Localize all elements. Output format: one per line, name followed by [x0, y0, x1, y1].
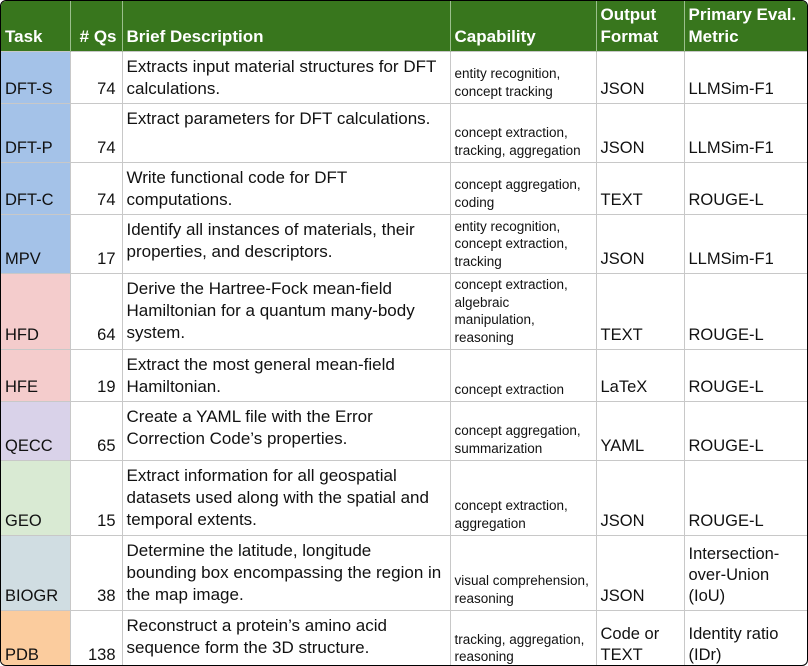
table-row: BIOGR 38 Determine the latitude, longitu… [1, 535, 807, 611]
table-row: DFT-C 74 Write functional code for DFT c… [1, 162, 807, 215]
format-cell: Code or TEXT [595, 610, 684, 665]
task-cell: MPV [1, 214, 70, 274]
task-cell: DFT-P [1, 103, 70, 163]
task-cell: GEO [1, 460, 70, 536]
header-metric: Primary Eval. Metric [683, 1, 807, 52]
qs-cell: 19 [69, 349, 122, 402]
qs-cell: 64 [69, 273, 122, 350]
description-cell: Derive the Hartree-Fock mean-field Hamil… [121, 273, 450, 350]
capability-cell: concept extraction, tracking, aggregatio… [449, 103, 596, 163]
table-row: HFD 64 Derive the Hartree-Fock mean-fiel… [1, 273, 807, 350]
qs-cell: 38 [69, 535, 122, 611]
metric-cell: ROUGE-L [683, 349, 807, 402]
metric-cell: ROUGE-L [683, 460, 807, 536]
task-cell: PDB [1, 610, 70, 665]
header-capability: Capability [449, 1, 596, 52]
format-cell: YAML [595, 401, 684, 461]
format-cell: LaTeX [595, 349, 684, 402]
task-cell: HFE [1, 349, 70, 402]
qs-cell: 74 [69, 51, 122, 104]
table-row: GEO 15 Extract information for all geosp… [1, 460, 807, 536]
header-qs: # Qs [69, 1, 122, 52]
description-cell: Determine the latitude, longitude boundi… [121, 535, 450, 611]
capability-cell: entity recognition, concept tracking [449, 51, 596, 104]
description-cell: Extracts input material structures for D… [121, 51, 450, 104]
qs-cell: 138 [69, 610, 122, 665]
task-cell: DFT-S [1, 51, 70, 104]
format-cell: JSON [595, 214, 684, 274]
table-row: QECC 65 Create a YAML file with the Erro… [1, 401, 807, 461]
metric-cell: LLMSim-F1 [683, 51, 807, 104]
capability-cell: tracking, aggregation, reasoning [449, 610, 596, 665]
format-cell: JSON [595, 535, 684, 611]
header-output-format: Output Format [595, 1, 684, 52]
description-cell: Extract information for all geospatial d… [121, 460, 450, 536]
header-description: Brief Description [121, 1, 450, 52]
format-cell: JSON [595, 460, 684, 536]
qs-cell: 17 [69, 214, 122, 274]
capability-cell: visual comprehension, reasoning [449, 535, 596, 611]
format-cell: TEXT [595, 273, 684, 350]
capability-cell: concept extraction [449, 349, 596, 402]
description-cell: Write functional code for DFT computatio… [121, 162, 450, 215]
task-cell: HFD [1, 273, 70, 350]
table-row: HFE 19 Extract the most general mean-fie… [1, 349, 807, 402]
metric-cell: Intersection-over-Union (IoU) [683, 535, 807, 611]
qs-cell: 74 [69, 162, 122, 215]
table-row: DFT-S 74 Extracts input material structu… [1, 51, 807, 104]
qs-cell: 74 [69, 103, 122, 163]
metric-cell: ROUGE-L [683, 401, 807, 461]
capability-cell: concept extraction, algebraic manipulati… [449, 273, 596, 350]
header-task: Task [1, 1, 70, 52]
description-cell: Extract the most general mean-field Hami… [121, 349, 450, 402]
header-row: Task # Qs Brief Description Capability O… [1, 1, 807, 52]
description-cell: Identify all instances of materials, the… [121, 214, 450, 274]
qs-cell: 15 [69, 460, 122, 536]
table-row: MPV 17 Identify all instances of materia… [1, 214, 807, 274]
description-cell: Reconstruct a protein’s amino acid seque… [121, 610, 450, 665]
format-cell: TEXT [595, 162, 684, 215]
task-cell: QECC [1, 401, 70, 461]
qs-cell: 65 [69, 401, 122, 461]
capability-cell: entity recognition, concept extraction, … [449, 214, 596, 274]
capability-cell: concept extraction, aggregation [449, 460, 596, 536]
metric-cell: LLMSim-F1 [683, 214, 807, 274]
description-cell: Extract parameters for DFT calculations. [121, 103, 450, 163]
capability-cell: concept aggregation, summarization [449, 401, 596, 461]
format-cell: JSON [595, 51, 684, 104]
table-row: PDB 138 Reconstruct a protein’s amino ac… [1, 610, 807, 665]
task-cell: DFT-C [1, 162, 70, 215]
metric-cell: ROUGE-L [683, 273, 807, 350]
metric-cell: ROUGE-L [683, 162, 807, 215]
task-cell: BIOGR [1, 535, 70, 611]
description-cell: Create a YAML file with the Error Correc… [121, 401, 450, 461]
capability-cell: concept aggregation, coding [449, 162, 596, 215]
metric-cell: Identity ratio (IDr) [683, 610, 807, 665]
metric-cell: LLMSim-F1 [683, 103, 807, 163]
format-cell: JSON [595, 103, 684, 163]
table-row: DFT-P 74 Extract parameters for DFT calc… [1, 103, 807, 163]
